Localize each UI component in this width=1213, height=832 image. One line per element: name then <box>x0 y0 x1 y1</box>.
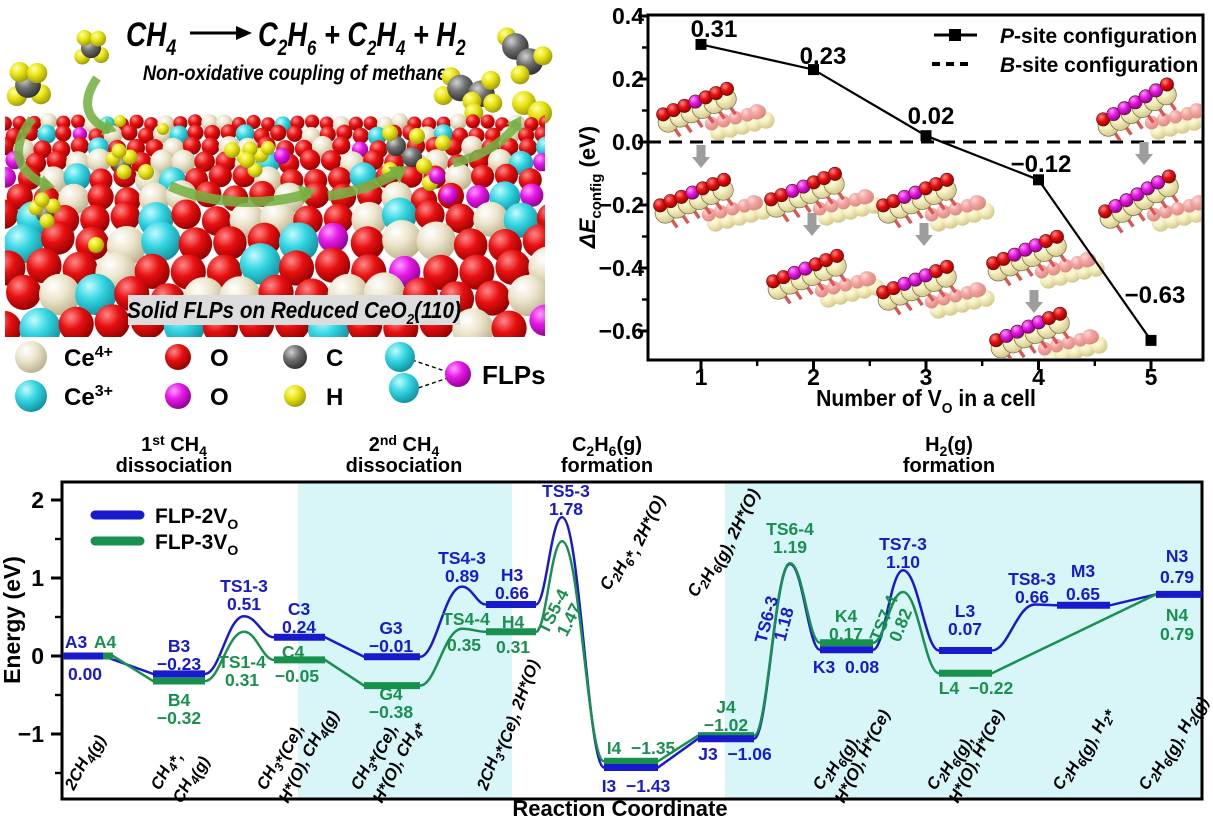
svg-text:formation: formation <box>903 455 995 477</box>
svg-text:−0.23: −0.23 <box>157 654 202 674</box>
svg-text:N4: N4 <box>1166 605 1189 625</box>
svg-text:TS5-3: TS5-3 <box>542 481 590 501</box>
svg-text:1st CH4: 1st CH4 <box>141 432 207 459</box>
svg-text:0.4: 0.4 <box>612 3 644 29</box>
svg-text:−1.02: −1.02 <box>704 715 749 735</box>
svg-text:0.17: 0.17 <box>829 624 863 644</box>
svg-text:0.2: 0.2 <box>612 66 644 92</box>
svg-text:0.0: 0.0 <box>612 129 644 155</box>
svg-text:0.51: 0.51 <box>227 594 261 614</box>
svg-text:formation: formation <box>561 455 653 477</box>
svg-text:H3: H3 <box>501 565 524 585</box>
svg-text:0.79: 0.79 <box>1160 567 1194 587</box>
svg-text:0.24: 0.24 <box>282 617 316 637</box>
svg-text:I3 −1.43: I3 −1.43 <box>602 776 671 796</box>
svg-text:C3: C3 <box>288 599 311 619</box>
svg-text:J4: J4 <box>716 697 736 717</box>
svg-text:H: H <box>326 384 343 411</box>
svg-text:C2H6(g): C2H6(g) <box>572 434 642 459</box>
svg-text:H4: H4 <box>502 612 525 632</box>
svg-text:1.19: 1.19 <box>773 537 807 557</box>
svg-text:Non-oxidative coupling of meth: Non-oxidative coupling of methane <box>143 62 447 85</box>
svg-text:3: 3 <box>920 364 933 390</box>
svg-text:TS1-4: TS1-4 <box>218 652 266 672</box>
svg-text:Solid FLPs on Reduced CeO2(110: Solid FLPs on Reduced CeO2(110) <box>127 297 461 328</box>
svg-text:O: O <box>210 345 229 372</box>
svg-text:0.31: 0.31 <box>496 637 530 657</box>
svg-text:A4: A4 <box>94 632 117 652</box>
svg-text:G4: G4 <box>379 684 403 704</box>
svg-text:−1: −1 <box>18 721 44 747</box>
svg-text:TS4-4: TS4-4 <box>442 609 490 629</box>
svg-text:1: 1 <box>695 364 708 390</box>
svg-text:C: C <box>326 345 343 372</box>
svg-text:L4 −0.22: L4 −0.22 <box>939 678 1014 698</box>
svg-text:B-site configuration: B-site configuration <box>1000 54 1198 77</box>
svg-text:Reaction Coordinate: Reaction Coordinate <box>512 796 727 821</box>
svg-text:Energy (eV): Energy (eV) <box>0 556 25 684</box>
svg-text:−0.63: −0.63 <box>1125 282 1186 309</box>
svg-text:1: 1 <box>31 565 44 591</box>
svg-text:2: 2 <box>31 487 44 513</box>
svg-text:B4: B4 <box>168 690 191 710</box>
svg-text:0.00: 0.00 <box>68 664 102 684</box>
svg-text:−0.05: −0.05 <box>275 666 320 686</box>
svg-text:−0.12: −0.12 <box>1011 151 1072 178</box>
svg-text:dissociation: dissociation <box>346 455 463 477</box>
svg-text:dissociation: dissociation <box>116 455 233 477</box>
svg-text:C4: C4 <box>282 642 305 662</box>
svg-text:B3: B3 <box>168 636 191 656</box>
svg-text:O: O <box>210 384 229 411</box>
svg-text:0.89: 0.89 <box>445 566 479 586</box>
svg-text:4: 4 <box>1032 364 1045 390</box>
svg-text:1.78: 1.78 <box>549 499 583 519</box>
svg-text:−0.2: −0.2 <box>599 192 644 218</box>
svg-text:H2(g): H2(g) <box>925 434 973 459</box>
svg-text:L3: L3 <box>955 601 976 621</box>
svg-text:TS7-3: TS7-3 <box>879 534 927 554</box>
svg-text:ΔEconfig (eV): ΔEconfig (eV) <box>575 126 605 249</box>
svg-text:TS6-4: TS6-4 <box>766 519 814 539</box>
svg-text:FLPs: FLPs <box>482 360 546 390</box>
svg-text:1.10: 1.10 <box>886 552 920 572</box>
svg-text:0.66: 0.66 <box>495 583 529 603</box>
svg-text:0.66: 0.66 <box>1015 587 1049 607</box>
svg-text:0.31: 0.31 <box>691 16 738 43</box>
svg-text:TS1-3: TS1-3 <box>220 576 268 596</box>
svg-text:−0.4: −0.4 <box>599 255 645 281</box>
svg-text:0: 0 <box>31 643 44 669</box>
svg-text:0.02: 0.02 <box>908 103 955 130</box>
svg-text:TS4-3: TS4-3 <box>438 548 486 568</box>
svg-text:K4: K4 <box>835 606 858 626</box>
svg-text:P-site configuration: P-site configuration <box>1000 25 1197 48</box>
svg-text:2: 2 <box>807 364 820 390</box>
svg-text:5: 5 <box>1145 364 1158 390</box>
svg-text:0.23: 0.23 <box>800 43 847 70</box>
svg-text:−0.32: −0.32 <box>157 708 202 728</box>
svg-text:0.07: 0.07 <box>948 619 982 639</box>
svg-text:K3 0.08: K3 0.08 <box>813 657 879 677</box>
svg-text:−0.6: −0.6 <box>599 318 644 344</box>
svg-text:N3: N3 <box>1166 546 1189 566</box>
svg-text:I4 −1.35: I4 −1.35 <box>607 738 676 758</box>
svg-text:0.31: 0.31 <box>225 670 259 690</box>
svg-text:−0.01: −0.01 <box>369 636 414 656</box>
svg-text:C2H6 + C2H4 + H2: C2H6 + C2H4 + H2 <box>258 15 466 60</box>
svg-text:FLP-3VO: FLP-3VO <box>155 531 238 558</box>
svg-text:M3: M3 <box>1071 561 1096 581</box>
svg-text:0.79: 0.79 <box>1160 624 1194 644</box>
svg-text:TS8-3: TS8-3 <box>1008 569 1056 589</box>
svg-text:−0.38: −0.38 <box>369 702 414 722</box>
svg-text:J3 −1.06: J3 −1.06 <box>698 744 772 764</box>
svg-text:0.65: 0.65 <box>1066 584 1100 604</box>
svg-text:G3: G3 <box>379 618 403 638</box>
svg-text:FLP-2VO: FLP-2VO <box>155 505 238 532</box>
svg-text:A3: A3 <box>65 632 88 652</box>
svg-text:0.35: 0.35 <box>447 635 481 655</box>
